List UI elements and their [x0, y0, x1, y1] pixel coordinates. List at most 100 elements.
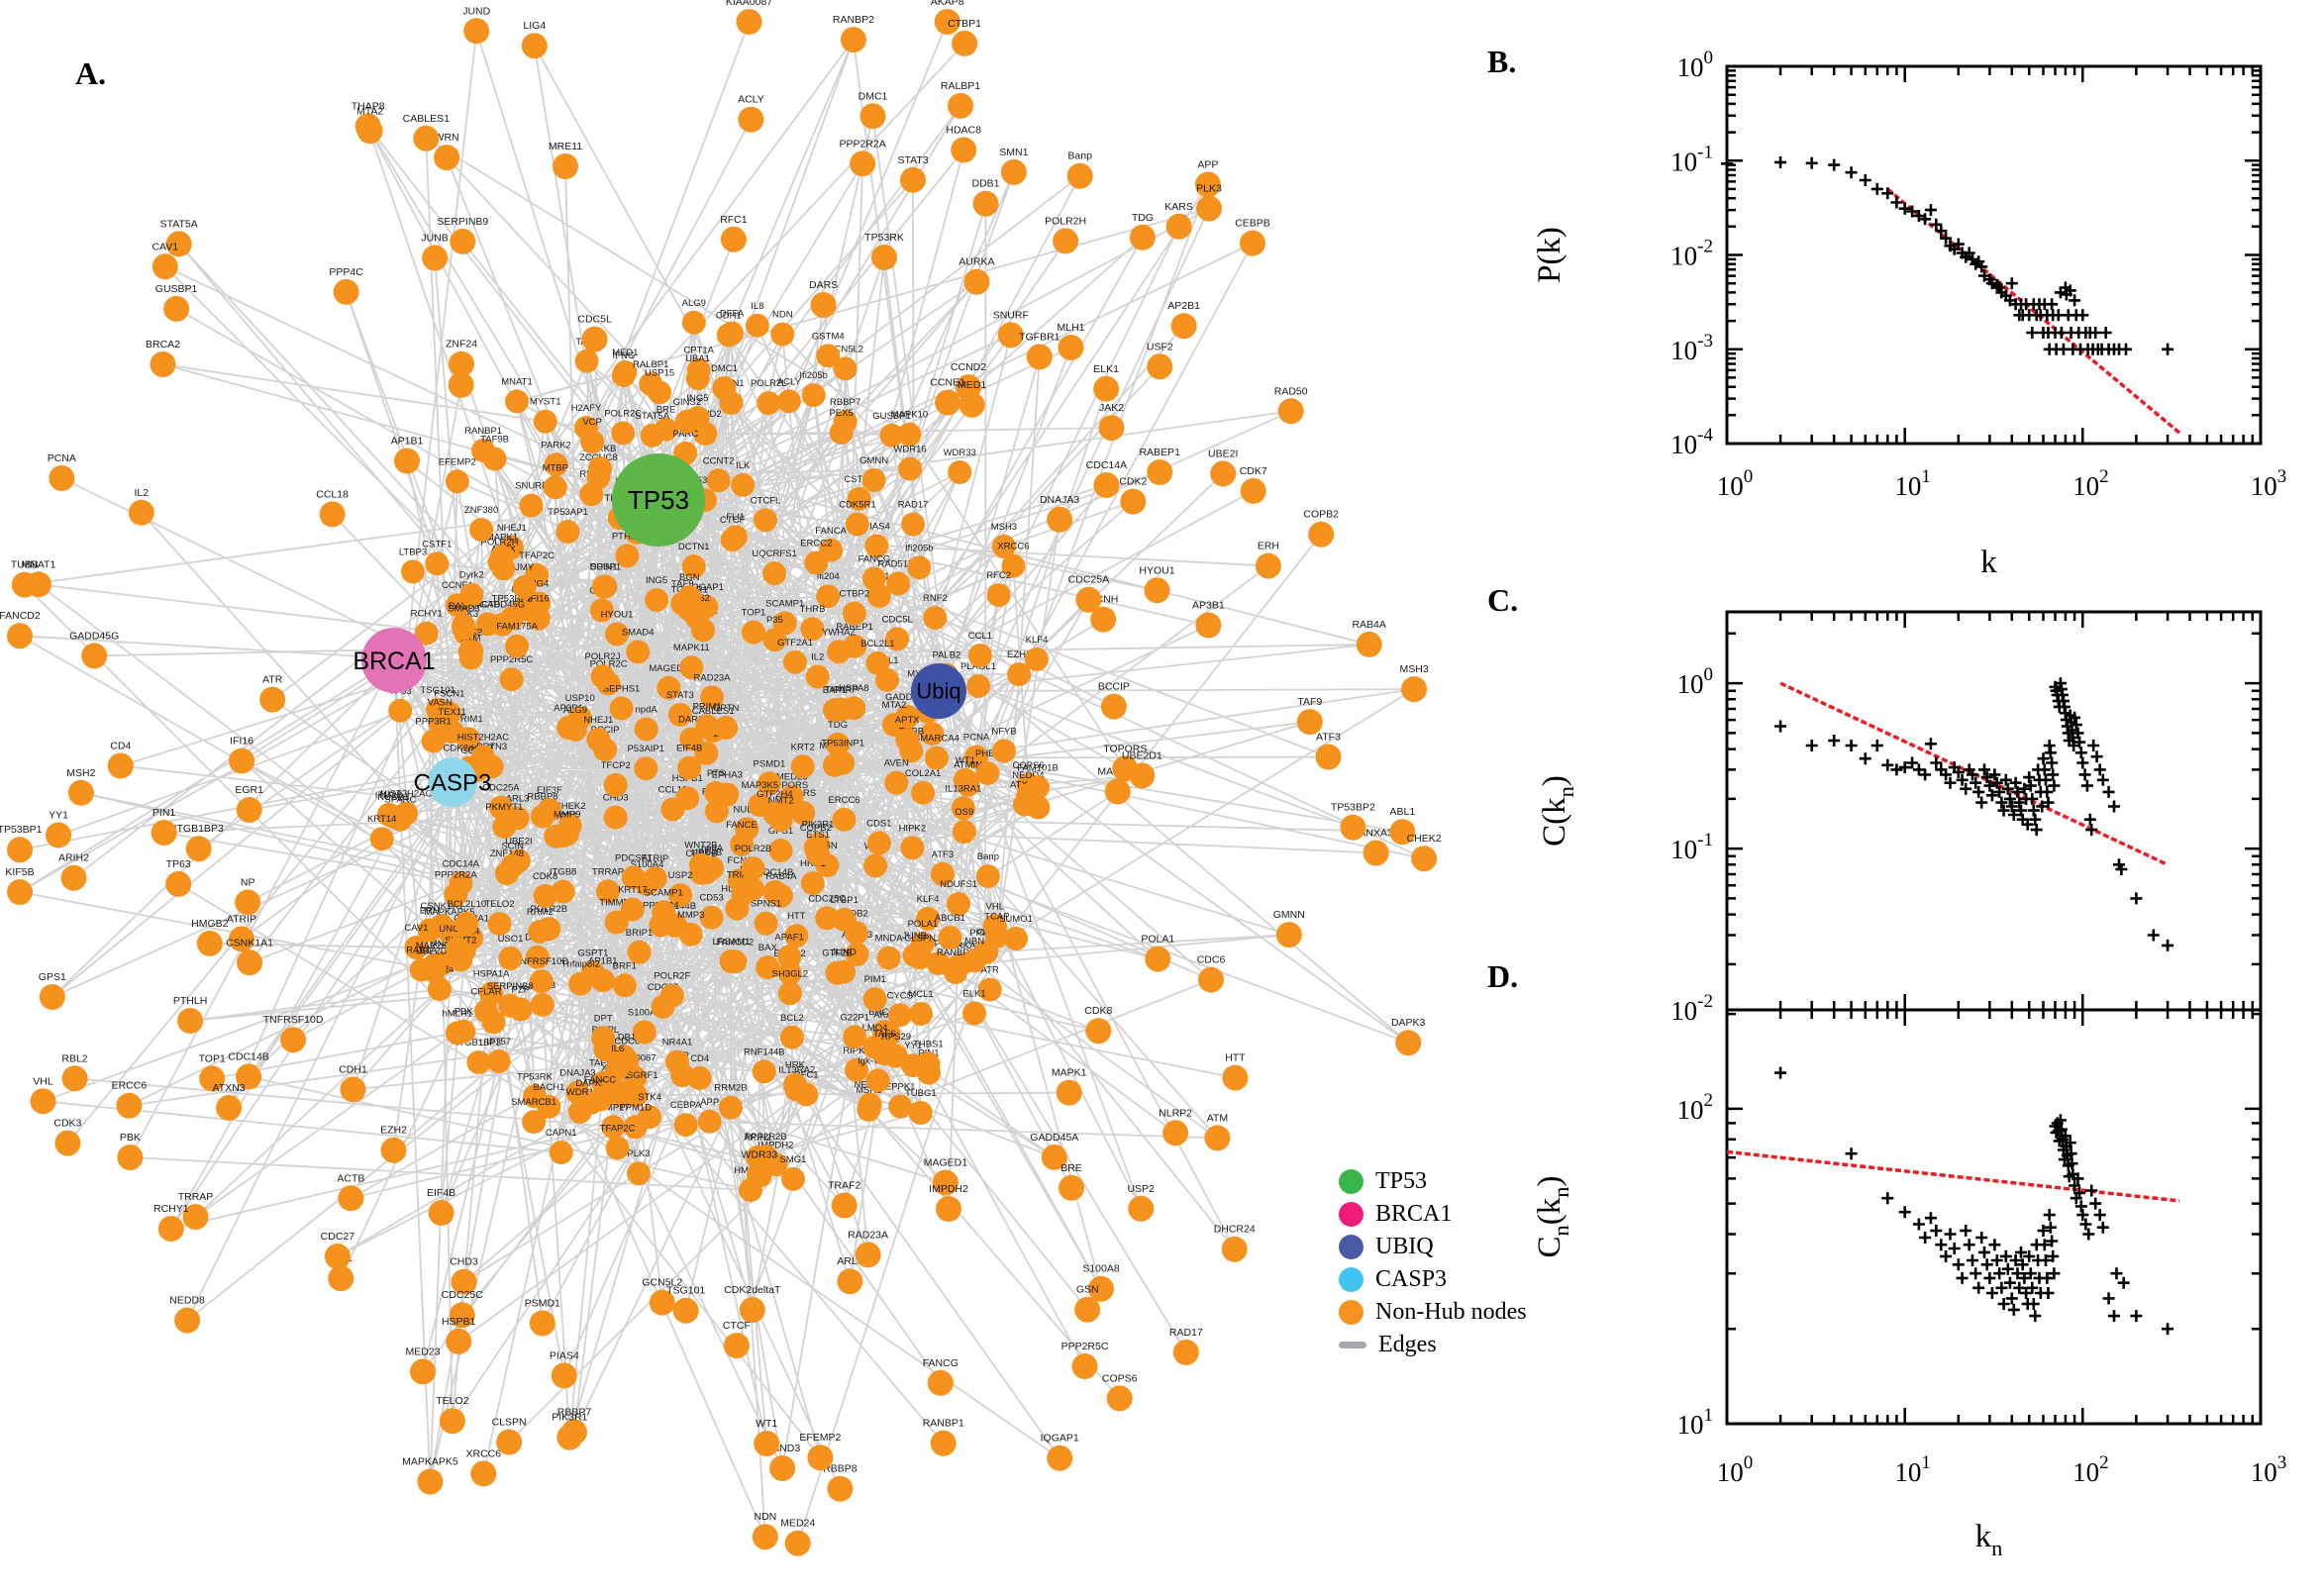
node-label: SMARCB1: [511, 1097, 556, 1108]
network-node: [380, 1137, 407, 1163]
node-label: TELO2: [484, 899, 514, 910]
node-label: ALG9: [563, 705, 587, 716]
node-label: ACTB: [337, 1172, 364, 1184]
node-label: GSTM4: [812, 331, 845, 342]
network-node: [932, 1169, 959, 1196]
network-svg: PRIM1 NHEJ1 CSTF1 KLF4 TFAP2C HIST2H2AC GTF2A1…: [0, 0, 1442, 1556]
network-node: [1147, 353, 1173, 380]
node-label: npdA: [701, 844, 724, 854]
network-node: [855, 1242, 881, 1268]
hub-node-tp53: [612, 453, 705, 547]
node-label: YY1: [49, 810, 68, 822]
node-label: hMLH1: [442, 1008, 472, 1019]
node-label: FAM175A: [496, 622, 538, 633]
network-node: [681, 554, 706, 579]
node-label: CDC25A: [1068, 574, 1109, 586]
node-label: TRRAP: [592, 866, 624, 877]
network-node: [492, 814, 517, 839]
axis-ticks-C: [1725, 612, 2263, 1010]
network-node: [581, 326, 608, 352]
node-label: BAP1: [823, 685, 847, 696]
network-node: [736, 9, 762, 35]
network-node: [1098, 415, 1125, 442]
node-label: DAPK3: [575, 1078, 606, 1089]
node-label: LDB1: [612, 1032, 636, 1043]
node-label: SPARC: [384, 795, 416, 806]
node-label: CD53: [699, 893, 723, 904]
network-node: [152, 253, 178, 280]
network-node: [719, 949, 744, 973]
node-label: MAGED1: [924, 1157, 968, 1169]
node-label: MAPK11: [673, 643, 710, 653]
network-node: [756, 955, 780, 980]
network-node: [588, 456, 612, 480]
hub-node-casp3: [428, 757, 477, 807]
network-node: [369, 827, 394, 851]
node-label: TIMM50: [599, 898, 634, 909]
network-node: [500, 606, 524, 631]
network-node: [850, 150, 876, 177]
node-label: BGN: [679, 572, 700, 583]
hub-label-tp53: TP53: [628, 485, 689, 515]
network-node: [837, 1268, 863, 1295]
network-node: [652, 900, 676, 925]
network-node: [967, 644, 992, 667]
network-node: [936, 1196, 961, 1222]
node-label: PKMYT1: [485, 802, 523, 813]
node-label: XRCC6: [466, 1447, 502, 1459]
network-node: [754, 1431, 780, 1456]
node-label: CSNK1A1: [421, 901, 463, 912]
network-node: [609, 696, 634, 721]
network-node: [857, 1097, 881, 1122]
network-node: [490, 545, 514, 569]
node-label: CDC5L: [882, 614, 913, 625]
node-label: SPNS1: [751, 899, 781, 910]
network-node: [1128, 1195, 1155, 1222]
node-label: FANCD2: [0, 610, 41, 622]
node-label: CTCFL: [751, 495, 781, 506]
node-label: TOP1: [199, 1052, 226, 1064]
network-node: [845, 512, 869, 537]
network-node: [807, 1445, 834, 1471]
network-node: [333, 278, 359, 305]
network-node: [831, 1192, 858, 1219]
network-node: [977, 977, 1002, 1002]
node-label: SMG1: [780, 1154, 807, 1165]
network-node: [1093, 375, 1120, 402]
network-node: [551, 879, 575, 904]
node-label: RRM2B: [714, 1083, 747, 1094]
network-node: [861, 468, 886, 492]
network-node: [816, 584, 841, 609]
fit-line-D: [1726, 1149, 2180, 1203]
network-node: [634, 717, 658, 742]
node-label: PIM1: [864, 974, 886, 985]
node-label: TCAP: [984, 912, 1009, 923]
node-label: CCL18: [658, 785, 688, 796]
network-node: [962, 948, 987, 973]
node-label: HIST2H2AC: [380, 789, 432, 800]
network-node: [488, 795, 513, 820]
node-label: STAT3: [666, 690, 694, 701]
node-label: KIAA0087: [726, 0, 772, 8]
network-node: [984, 924, 1009, 948]
network-node: [626, 640, 651, 664]
node-label: IL13RA1: [945, 783, 981, 794]
node-label: WDR33: [944, 448, 976, 458]
network-node: [49, 465, 75, 491]
node-label: CAPN1: [546, 1128, 577, 1139]
network-node: [720, 321, 744, 346]
node-label: AKAP8: [931, 0, 964, 8]
node-label: TNFRSF10D: [514, 956, 568, 967]
network-node: [151, 820, 177, 846]
network-node: [259, 686, 286, 713]
node-label: PSMD1: [754, 758, 786, 769]
network-node: [446, 1328, 472, 1354]
node-label: JUNB: [421, 233, 448, 245]
node-label: JUND: [831, 948, 856, 958]
node-label: BRCA2: [146, 339, 180, 350]
node-label: LTBP3: [399, 547, 427, 557]
node-label: G22P1: [840, 1012, 869, 1023]
node-label: TDG: [828, 720, 848, 731]
network-node: [884, 770, 909, 795]
network-node: [475, 612, 500, 637]
